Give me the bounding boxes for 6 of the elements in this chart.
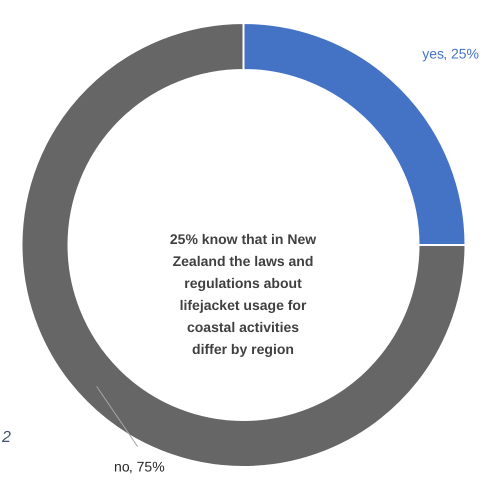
text: 2 — [1, 429, 11, 446]
slice-label: yes — [422, 46, 444, 62]
data-label: , 75% — [128, 458, 165, 474]
data-label: , 25% — [443, 46, 479, 62]
text: 25% know that in New Zealand the laws and regulations about lifejacket usage for coastal activities differ by region — [170, 231, 316, 357]
slice-label: no — [114, 458, 130, 474]
